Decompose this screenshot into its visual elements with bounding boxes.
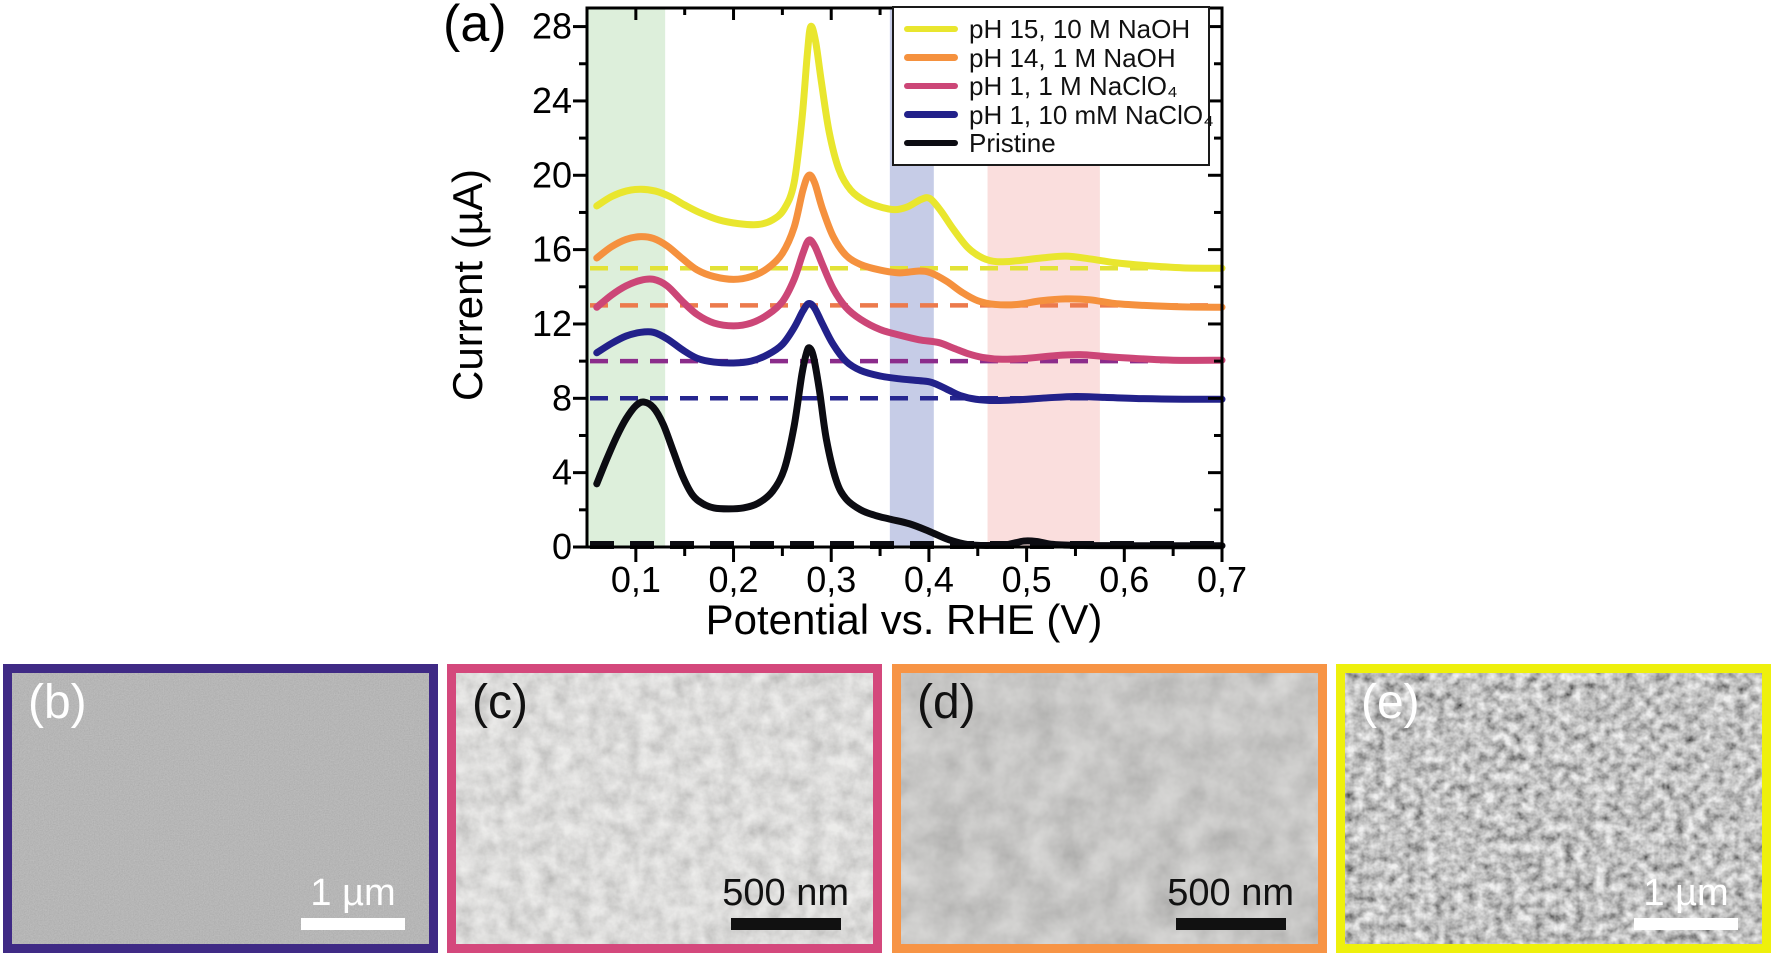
x-tick-label: 0,2 xyxy=(709,559,759,600)
y-tick-label: 24 xyxy=(532,80,572,121)
curve-pH 15, 10 M NaOH xyxy=(593,22,1226,272)
scalebar-text: 1 µm xyxy=(310,872,396,914)
y-tick-label: 0 xyxy=(552,526,572,567)
scalebar-group-b: 1 µm xyxy=(301,874,405,930)
scalebar-group-d: 500 nm xyxy=(1167,874,1294,930)
y-tick-label: 20 xyxy=(532,154,572,195)
legend-line-swatch xyxy=(904,82,958,90)
x-tick-label: 0,5 xyxy=(1002,559,1052,600)
scalebar-group-c: 500 nm xyxy=(722,874,849,930)
sem-image-d xyxy=(901,673,1318,944)
y-tick-label: 8 xyxy=(552,377,572,418)
x-tick-label: 0,4 xyxy=(904,559,954,600)
curve-pH 1, 10 mM NaClO₄ xyxy=(593,299,1226,405)
x-tick-label: 0,3 xyxy=(806,559,856,600)
legend-item: pH 15, 10 M NaOH xyxy=(904,15,1198,43)
legend-label: Pristine xyxy=(969,128,1056,158)
sem-image-c xyxy=(456,673,873,944)
scalebar xyxy=(1175,918,1286,930)
x-tick-label: 0,6 xyxy=(1099,559,1149,600)
panel-a-label: (a) xyxy=(443,0,507,53)
scalebar-group-e: 1 µm xyxy=(1634,874,1738,930)
scalebar-text: 500 nm xyxy=(722,872,849,914)
scalebar-text: 500 nm xyxy=(1167,872,1294,914)
legend-label: pH 14, 1 M NaOH xyxy=(969,42,1176,73)
y-tick-label: 16 xyxy=(532,229,572,270)
legend-line-swatch xyxy=(904,111,958,118)
scalebar xyxy=(1634,918,1738,930)
sem-panel-b: (b) 1 µm xyxy=(3,664,438,953)
cv-chart-panel: 0,1 0,2 0,3 0,4 0,5 0,6 0,7 0 4 8 12 16 20 24 28 (a) C… xyxy=(443,0,1247,643)
legend-item: Pristine xyxy=(904,129,1198,157)
y-tick-label: 4 xyxy=(552,452,572,493)
panel-e-label: (e) xyxy=(1361,676,1420,729)
legend-line-swatch xyxy=(904,139,958,147)
sem-panel-e: (e) 1 µm xyxy=(1336,664,1771,953)
legend-item: pH 1, 10 mM NaClO₄ xyxy=(904,101,1214,129)
legend-item: pH 1, 1 M NaClO₄ xyxy=(904,72,1198,100)
legend: pH 15, 10 M NaOH pH 14, 1 M NaOH pH 1, 1… xyxy=(892,6,1214,166)
sem-panel-d: (d) 500 nm xyxy=(892,664,1327,953)
sem-image-e xyxy=(1345,673,1762,944)
x-tick-label: 0,1 xyxy=(611,559,661,600)
panel-d-label: (d) xyxy=(917,676,976,729)
x-axis-title: Potential vs. RHE (V) xyxy=(705,596,1103,643)
legend-line-swatch xyxy=(904,54,958,61)
scalebar xyxy=(730,918,841,930)
legend-line-swatch xyxy=(904,25,958,33)
panel-b-label: (b) xyxy=(28,676,87,729)
scalebar-text: 1 µm xyxy=(1643,872,1729,914)
y-axis-title: Current (µA) xyxy=(444,169,491,401)
panel-c-label: (c) xyxy=(472,676,528,729)
sem-image-b xyxy=(12,673,429,944)
x-tick-label: 0,7 xyxy=(1197,559,1247,600)
y-tick-label: 28 xyxy=(532,6,572,47)
legend-label: pH 15, 10 M NaOH xyxy=(969,14,1191,44)
sem-panel-c: (c) 500 nm xyxy=(447,664,882,953)
curve-pH 1, 1 M NaClO₄ xyxy=(593,236,1226,364)
legend-label: pH 1, 10 mM NaClO₄ xyxy=(969,99,1214,130)
scalebar xyxy=(301,918,405,930)
y-tick-label: 12 xyxy=(532,303,572,344)
legend-item: pH 14, 1 M NaOH xyxy=(904,44,1198,72)
legend-label: pH 1, 1 M NaClO₄ xyxy=(969,71,1178,101)
curve-pH 14, 1 M NaOH xyxy=(593,171,1226,311)
curve-Pristine xyxy=(593,344,1226,550)
